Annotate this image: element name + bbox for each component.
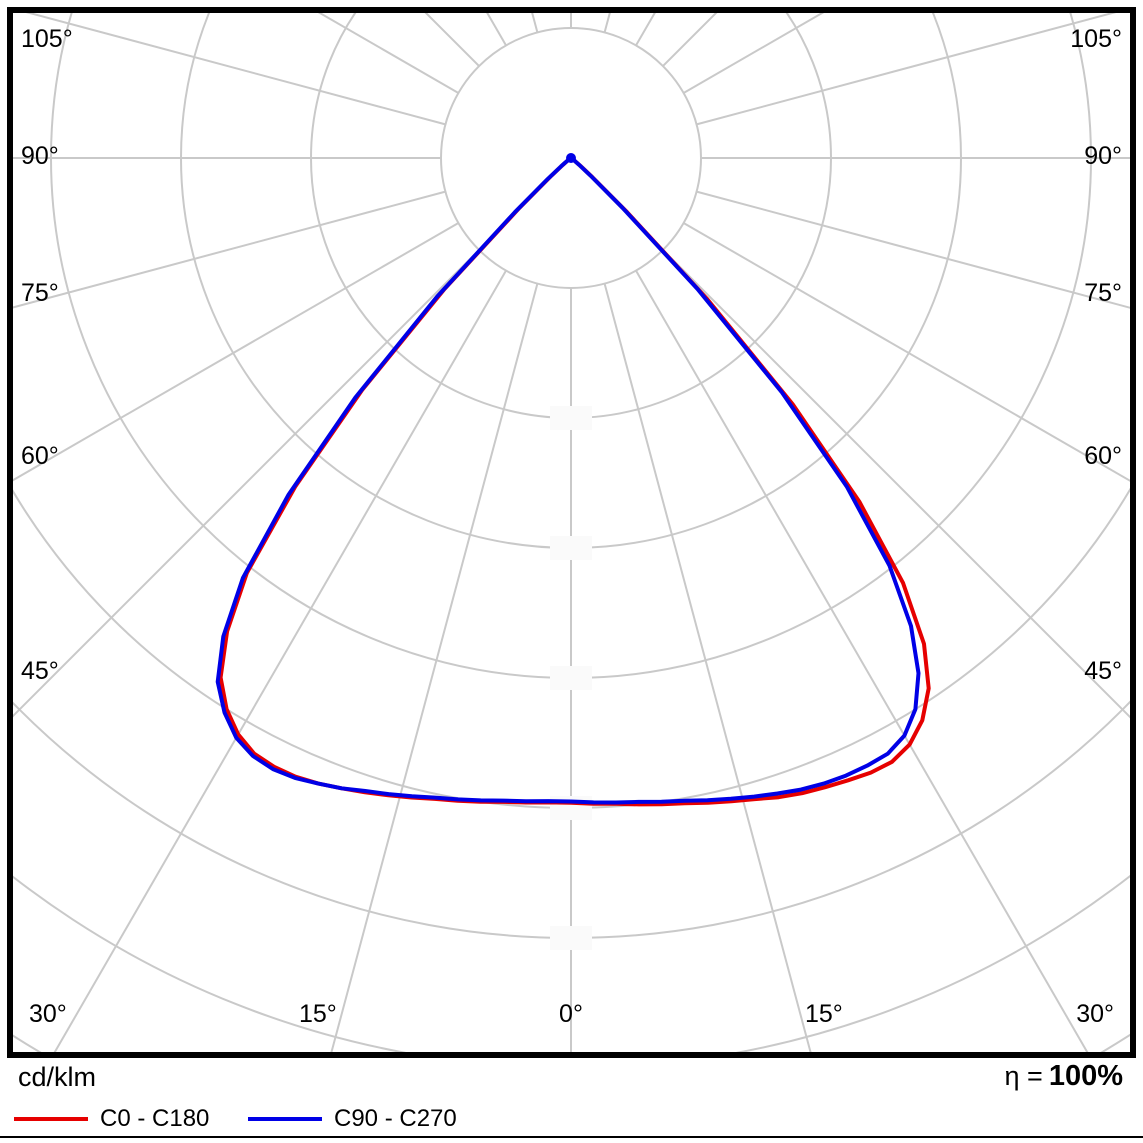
angle-label: 15°	[299, 1000, 337, 1028]
units-label: cd/klm	[18, 1062, 97, 1092]
angle-label: 105°	[21, 25, 73, 53]
eta-symbol: η =	[1004, 1061, 1043, 1091]
angle-label: 60°	[1084, 442, 1122, 470]
legend-line-blue	[248, 1117, 322, 1121]
legend-item-c0-c180: C0 - C180	[14, 1102, 209, 1136]
legend-line-red	[14, 1117, 88, 1121]
efficiency-label: η = 100%	[1005, 1060, 1123, 1093]
polar-plot-frame: 105° 90° 75° 60° 45° 105° 90° 75° 60° 45° 30° 15° 0°…	[7, 7, 1136, 1058]
angle-label: 105°	[1070, 25, 1122, 53]
angle-label: 0°	[559, 1000, 583, 1028]
legend: C0 - C180 C90 - C270	[0, 1102, 1143, 1136]
angle-label: 45°	[21, 657, 59, 685]
angle-label: 90°	[1084, 142, 1122, 170]
angle-label: 15°	[805, 1000, 843, 1028]
angle-label: 30°	[29, 1000, 67, 1028]
legend-label-c0-c180: C0 - C180	[100, 1105, 210, 1132]
polar-chart	[13, 13, 1130, 1052]
angle-label: 90°	[21, 142, 59, 170]
footer: cd/klm η = 100% C0 - C180 C90 - C270	[0, 1058, 1143, 1143]
angle-label: 30°	[1076, 1000, 1114, 1028]
angle-label: 45°	[1084, 657, 1122, 685]
legend-label-c90-c270: C90 - C270	[334, 1105, 457, 1132]
efficiency-value: 100%	[1048, 1060, 1123, 1092]
angle-label: 75°	[21, 279, 59, 307]
legend-item-c90-c270: C90 - C270	[248, 1102, 457, 1136]
angle-label: 60°	[21, 442, 59, 470]
bottom-divider	[0, 1136, 1143, 1138]
angle-label: 75°	[1084, 279, 1122, 307]
